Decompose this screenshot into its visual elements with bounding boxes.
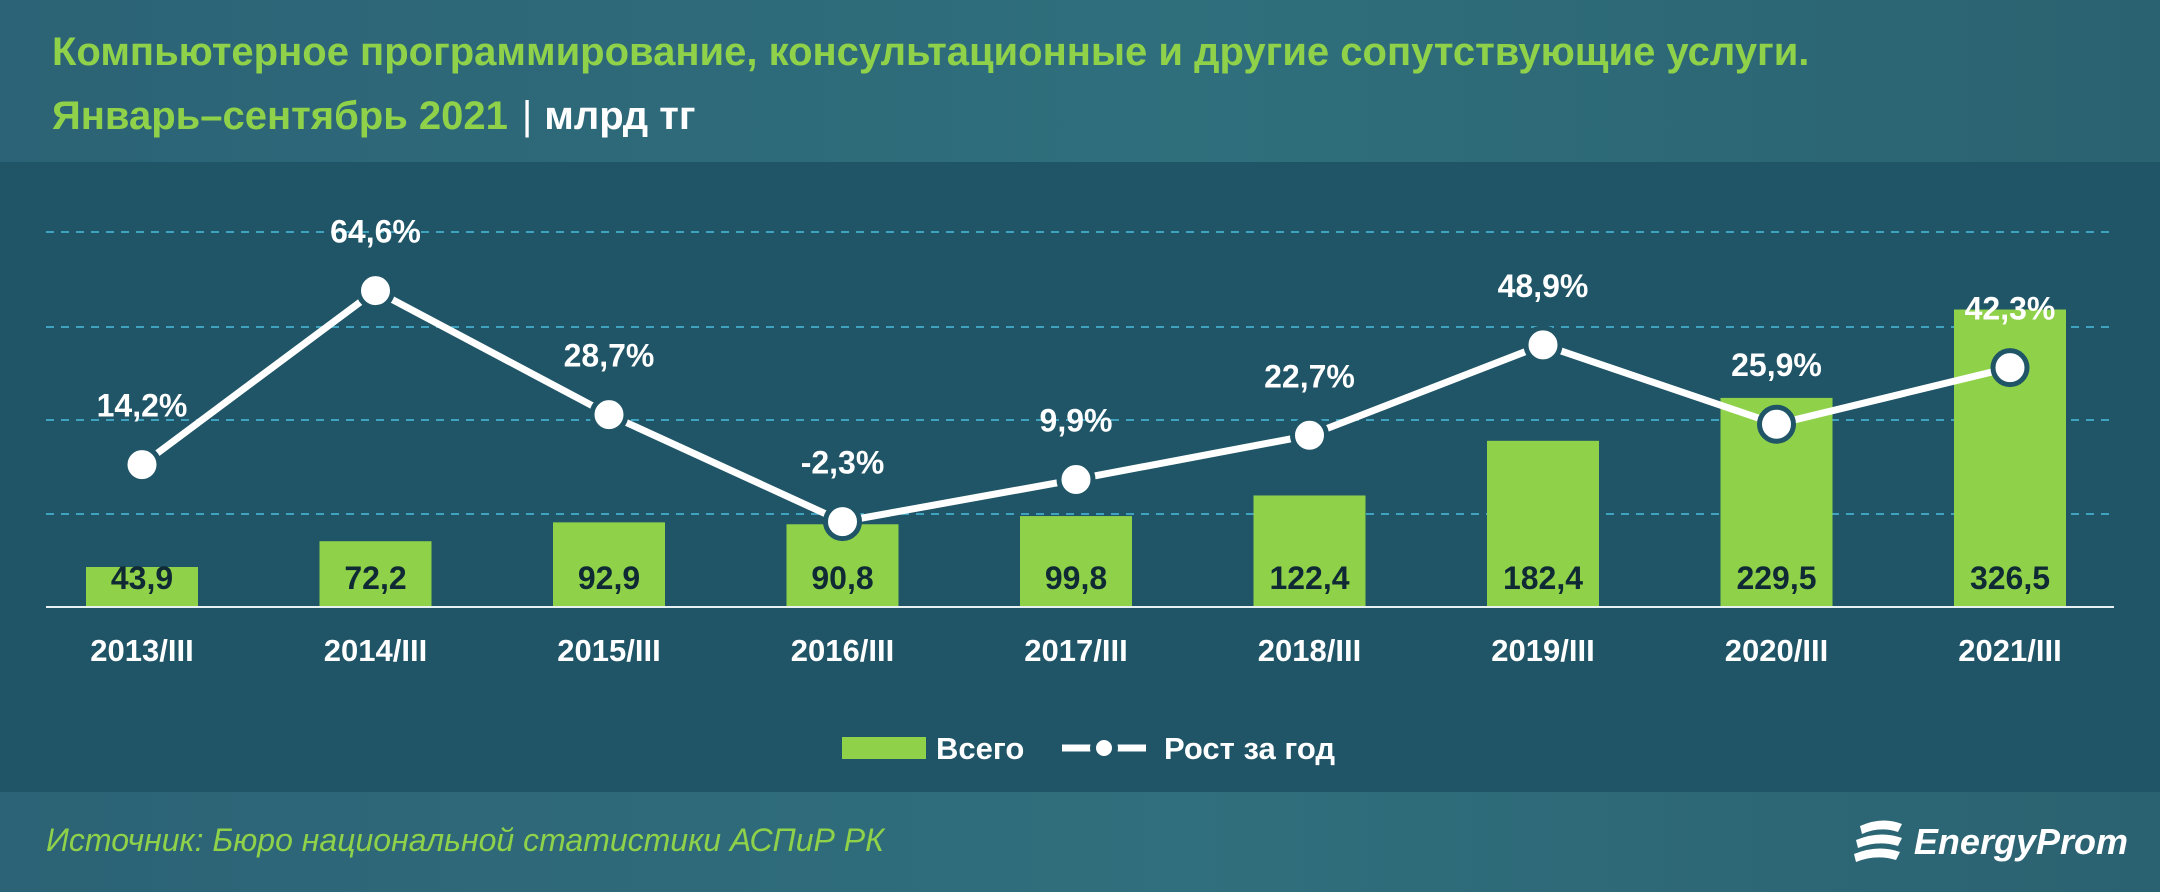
x-tick-5: 2018/III <box>1258 633 1361 668</box>
bar-value-label-3: 90,8 <box>811 560 873 596</box>
legend-label-line: Рост за год <box>1164 731 1335 766</box>
growth-marker-8 <box>1990 348 2030 388</box>
growth-value-label-7: 25,9% <box>1731 347 1822 383</box>
bar-value-label-0: 43,9 <box>111 560 173 596</box>
growth-value-label-1: 64,6% <box>330 214 421 250</box>
growth-value-label-3: -2,3% <box>801 445 885 481</box>
x-tick-2: 2015/III <box>557 633 660 668</box>
bar-1 <box>319 541 432 607</box>
growth-marker-4 <box>1056 459 1096 499</box>
unit-separator: | <box>521 94 533 138</box>
bar-4 <box>1020 516 1132 607</box>
legend-label-bar: Всего <box>936 731 1024 766</box>
growth-value-labels: 14,2% 64,6% 28,7% -2,3% 9,9% 22,7% 48,9% 25,9% 4… <box>97 214 2056 481</box>
growth-marker-5 <box>1290 415 1329 455</box>
growth-value-label-6: 48,9% <box>1498 268 1589 304</box>
combo-chart: 43,9 72,2 92,9 90,8 99,8 122,4 182,4 229,5 326,5… <box>46 214 2114 766</box>
bar-value-label-4: 99,8 <box>1045 560 1107 596</box>
growth-marker-3 <box>823 502 862 542</box>
growth-value-label-5: 22,7% <box>1264 358 1355 394</box>
x-tick-0: 2013/III <box>90 633 193 668</box>
bar-0 <box>86 567 198 607</box>
bar-value-label-1: 72,2 <box>344 560 406 596</box>
bar-value-labels: 43,9 72,2 92,9 90,8 99,8 122,4 182,4 229,5 326,5 <box>111 560 2050 596</box>
bar-value-label-2: 92,9 <box>578 560 640 596</box>
bar-value-label-6: 182,4 <box>1503 560 1583 596</box>
x-tick-4: 2017/III <box>1024 633 1127 668</box>
bar-value-label-8: 326,5 <box>1970 560 2050 596</box>
bar-value-label-7: 229,5 <box>1736 560 1816 596</box>
growth-marker-7 <box>1757 404 1796 444</box>
energyprom-logo-icon <box>1853 820 1902 862</box>
x-tick-1: 2014/III <box>324 633 427 668</box>
growth-value-label-0: 14,2% <box>97 388 188 424</box>
brand-logo: EnergyProm <box>1852 814 2128 870</box>
unit-label: млрд тг <box>544 94 696 138</box>
legend-marker <box>1090 734 1118 762</box>
growth-marker-0 <box>122 445 162 485</box>
x-tick-7: 2020/III <box>1725 633 1828 668</box>
growth-value-label-4: 9,9% <box>1040 402 1113 438</box>
brand-name: EnergyProm <box>1913 821 2128 862</box>
growth-marker-1 <box>356 271 395 311</box>
growth-value-label-2: 28,7% <box>564 338 655 374</box>
footer: Источник: Бюро национальной статистики А… <box>0 792 2160 892</box>
bar-value-label-5: 122,4 <box>1269 560 1349 596</box>
growth-markers <box>122 271 2030 542</box>
x-tick-labels: 2013/III 2014/III 2015/III 2016/III 2017/III… <box>90 633 2061 668</box>
bar-2 <box>553 522 665 607</box>
legend-swatch-bar <box>842 737 926 759</box>
growth-value-label-8: 42,3% <box>1965 291 2056 327</box>
legend: Всего Рост за год <box>842 731 1335 766</box>
bar-6 <box>1487 440 1599 607</box>
header: Компьютерное программирование, консульта… <box>0 0 2160 162</box>
bar-series <box>86 309 2066 607</box>
x-tick-6: 2019/III <box>1491 633 1594 668</box>
chart-title: Компьютерное программирование, консульта… <box>52 30 1810 74</box>
subtitle-row: Январь–сентябрь 2021 | млрд тг <box>52 94 696 139</box>
x-tick-3: 2016/III <box>791 633 894 668</box>
growth-marker-2 <box>589 395 629 435</box>
bar-5 <box>1253 495 1366 607</box>
source-note: Источник: Бюро национальной статистики А… <box>46 822 884 858</box>
chart-subtitle: Январь–сентябрь 2021 <box>52 94 508 138</box>
growth-marker-6 <box>1523 325 1563 365</box>
x-tick-8: 2021/III <box>1958 633 2061 668</box>
